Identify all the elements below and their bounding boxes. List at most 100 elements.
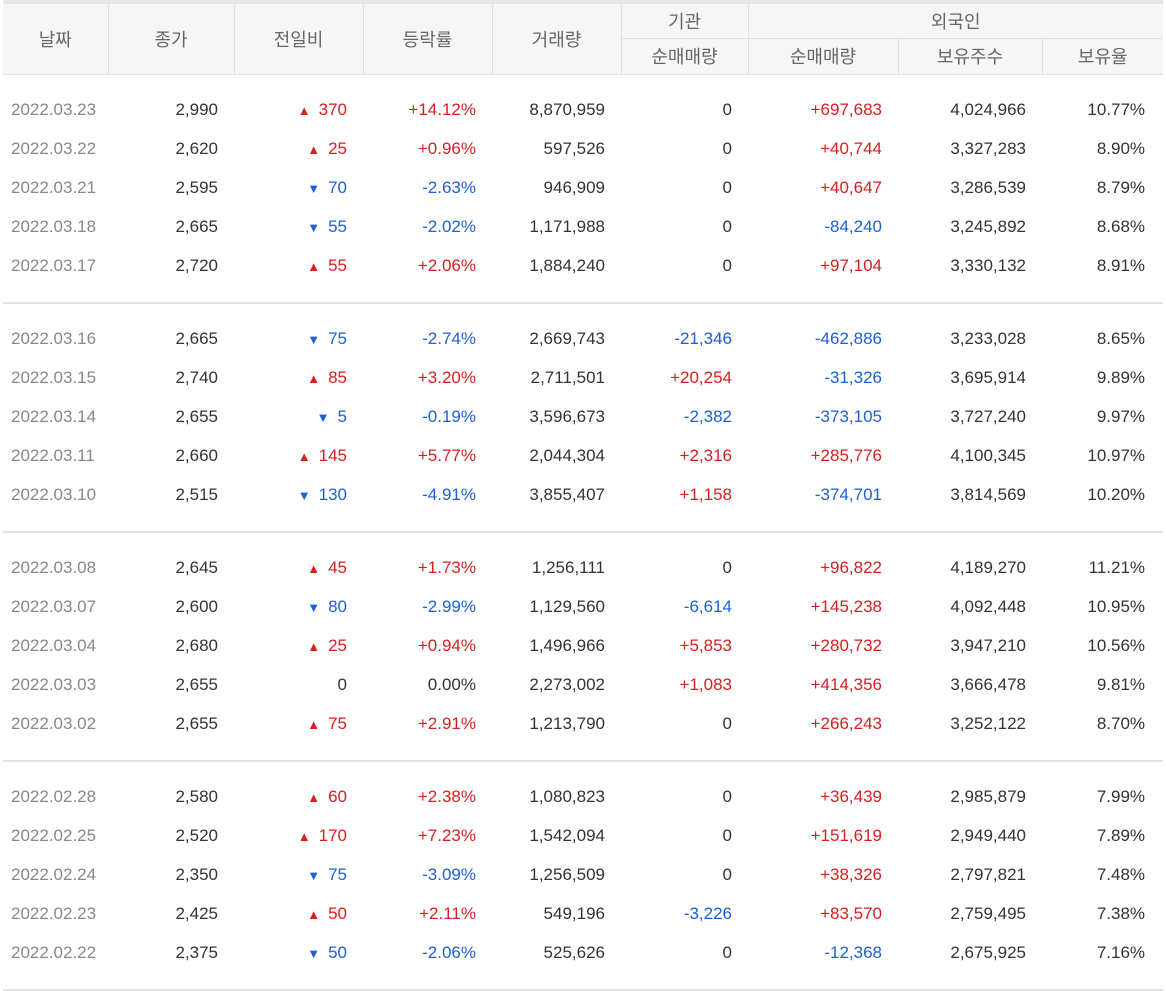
change-value: 0 bbox=[337, 675, 347, 694]
change-value: 5 bbox=[337, 407, 347, 426]
date-cell: 2022.02.28 bbox=[11, 787, 97, 806]
date-cell: 2022.03.22 bbox=[11, 139, 97, 158]
foreign-shares-cell: 4,100,345 bbox=[950, 446, 1026, 465]
change-cell: ▼ 80 bbox=[234, 588, 363, 627]
foreign-shares-cell: 2,797,821 bbox=[950, 865, 1026, 884]
change-value: 55 bbox=[328, 256, 347, 275]
change-rate-cell: +2.38% bbox=[417, 787, 476, 806]
foreign-shares-cell: 3,947,210 bbox=[950, 636, 1026, 655]
table-row: 2022.03.14 2,655 ▼ 5 -0.19% 3,596,673 -2,382 -3… bbox=[3, 398, 1163, 437]
triangle-down-icon: ▼ bbox=[307, 868, 321, 883]
volume-cell: 2,273,002 bbox=[529, 675, 605, 694]
header-foreign-shares: 보유주수 bbox=[898, 38, 1043, 75]
triangle-down-icon: ▼ bbox=[307, 220, 321, 235]
close-price-cell: 2,665 bbox=[175, 217, 218, 236]
table-row: 2022.03.10 2,515 ▼ 130 -4.91% 3,855,407 +1,158… bbox=[3, 476, 1163, 515]
change-value: 170 bbox=[318, 826, 347, 845]
volume-cell: 2,044,304 bbox=[529, 446, 605, 465]
volume-cell: 1,171,988 bbox=[529, 217, 605, 236]
table-row: 2022.03.03 2,655 0 0.00% 2,273,002 +1,083 +414… bbox=[3, 666, 1163, 705]
change-value: 130 bbox=[318, 485, 347, 504]
group-divider bbox=[3, 972, 1164, 991]
table-row: 2022.03.23 2,990 ▲ 370 +14.12% 8,870,959 0 +697… bbox=[3, 91, 1163, 130]
volume-cell: 8,870,959 bbox=[529, 100, 605, 119]
foreign-net-cell: +36,439 bbox=[820, 787, 882, 806]
change-cell: ▼ 70 bbox=[234, 169, 363, 208]
table-row: 2022.03.22 2,620 ▲ 25 +0.96% 597,526 0 +40,744 3… bbox=[3, 130, 1163, 169]
table-row: 2022.03.11 2,660 ▲ 145 +5.77% 2,044,304 +2,316… bbox=[3, 437, 1163, 476]
row-spacer bbox=[3, 761, 1163, 778]
foreign-ratio-cell: 10.95% bbox=[1087, 597, 1146, 616]
foreign-net-cell: -31,326 bbox=[824, 368, 882, 387]
foreign-net-cell: +285,776 bbox=[810, 446, 882, 465]
change-rate-cell: +7.23% bbox=[417, 826, 476, 845]
foreign-net-cell: +40,647 bbox=[820, 178, 882, 197]
table-row: 2022.03.16 2,665 ▼ 75 -2.74% 2,669,743 -21,346… bbox=[3, 320, 1163, 359]
institution-net-cell: 0 bbox=[722, 139, 732, 158]
change-rate-cell: -4.91% bbox=[422, 485, 476, 504]
close-price-cell: 2,655 bbox=[175, 407, 218, 426]
institution-net-cell: 0 bbox=[722, 943, 732, 962]
institution-net-cell: 0 bbox=[722, 256, 732, 275]
date-cell: 2022.03.23 bbox=[11, 100, 97, 119]
triangle-down-icon: ▼ bbox=[307, 332, 321, 347]
foreign-ratio-cell: 8.79% bbox=[1096, 178, 1146, 197]
foreign-ratio-cell: 7.48% bbox=[1096, 865, 1146, 884]
foreign-ratio-cell: 10.56% bbox=[1087, 636, 1146, 655]
header-foreign-ratio: 보유율 bbox=[1042, 38, 1164, 75]
foreign-ratio-cell: 10.20% bbox=[1087, 485, 1146, 504]
table-row: 2022.02.23 2,425 ▲ 50 +2.11% 549,196 -3,226 +83… bbox=[3, 895, 1163, 934]
foreign-ratio-cell: 10.97% bbox=[1087, 446, 1146, 465]
date-cell: 2022.03.16 bbox=[11, 329, 97, 348]
triangle-down-icon: ▼ bbox=[307, 946, 321, 961]
close-price-cell: 2,375 bbox=[175, 943, 218, 962]
change-value: 145 bbox=[318, 446, 347, 465]
table-row: 2022.03.02 2,655 ▲ 75 +2.91% 1,213,790 0 +266,2… bbox=[3, 705, 1163, 744]
foreign-net-cell: +38,326 bbox=[820, 865, 882, 884]
change-cell: ▲ 170 bbox=[234, 817, 363, 856]
foreign-ratio-cell: 9.89% bbox=[1096, 368, 1146, 387]
foreign-shares-cell: 3,814,569 bbox=[950, 485, 1026, 504]
table-row: 2022.03.17 2,720 ▲ 55 +2.06% 1,884,240 0 +97,10… bbox=[3, 247, 1163, 286]
change-rate-cell: +0.94% bbox=[417, 636, 476, 655]
foreign-net-cell: +40,744 bbox=[820, 139, 882, 158]
change-value: 25 bbox=[328, 636, 347, 655]
investor-trading-table: 날짜 종가 전일비 등락률 거래량 기관 외국인 순매매량 순매매량 보유주수 … bbox=[3, 0, 1164, 991]
foreign-shares-cell: 4,189,270 bbox=[950, 558, 1026, 577]
foreign-ratio-cell: 9.81% bbox=[1096, 675, 1146, 694]
table-row: 2022.03.07 2,600 ▼ 80 -2.99% 1,129,560 -6,614 +… bbox=[3, 588, 1163, 627]
volume-cell: 597,526 bbox=[543, 139, 605, 158]
triangle-down-icon: ▼ bbox=[307, 181, 321, 196]
header-change: 전일비 bbox=[234, 0, 364, 75]
triangle-down-icon: ▼ bbox=[307, 600, 321, 615]
change-cell: ▼ 50 bbox=[234, 934, 363, 973]
change-rate-cell: -3.09% bbox=[422, 865, 476, 884]
volume-cell: 946,909 bbox=[543, 178, 605, 197]
change-cell: ▲ 75 bbox=[234, 705, 363, 744]
change-value: 80 bbox=[328, 597, 347, 616]
foreign-ratio-cell: 8.91% bbox=[1096, 256, 1146, 275]
close-price-cell: 2,620 bbox=[175, 139, 218, 158]
foreign-shares-cell: 3,330,132 bbox=[950, 256, 1026, 275]
close-price-cell: 2,350 bbox=[175, 865, 218, 884]
institution-net-cell: 0 bbox=[722, 787, 732, 806]
close-price-cell: 2,580 bbox=[175, 787, 218, 806]
foreign-net-cell: +96,822 bbox=[820, 558, 882, 577]
change-cell: ▼ 5 bbox=[234, 398, 363, 437]
triangle-down-icon: ▼ bbox=[297, 488, 311, 503]
row-spacer bbox=[3, 74, 1163, 91]
triangle-up-icon: ▲ bbox=[307, 790, 321, 805]
table-row: 2022.02.28 2,580 ▲ 60 +2.38% 1,080,823 0 +36,43… bbox=[3, 778, 1163, 817]
institution-net-cell: +2,316 bbox=[679, 446, 732, 465]
foreign-shares-cell: 2,985,879 bbox=[950, 787, 1026, 806]
table-row: 2022.03.18 2,665 ▼ 55 -2.02% 1,171,988 0 -84,24… bbox=[3, 208, 1163, 247]
triangle-up-icon: ▲ bbox=[297, 103, 311, 118]
change-value: 60 bbox=[328, 787, 347, 806]
close-price-cell: 2,520 bbox=[175, 826, 218, 845]
row-spacer bbox=[3, 532, 1163, 549]
date-cell: 2022.02.22 bbox=[11, 943, 97, 962]
change-rate-cell: +3.20% bbox=[417, 368, 476, 387]
change-cell: ▲ 60 bbox=[234, 778, 363, 817]
change-rate-cell: -0.19% bbox=[422, 407, 476, 426]
change-rate-cell: +2.11% bbox=[419, 904, 476, 923]
